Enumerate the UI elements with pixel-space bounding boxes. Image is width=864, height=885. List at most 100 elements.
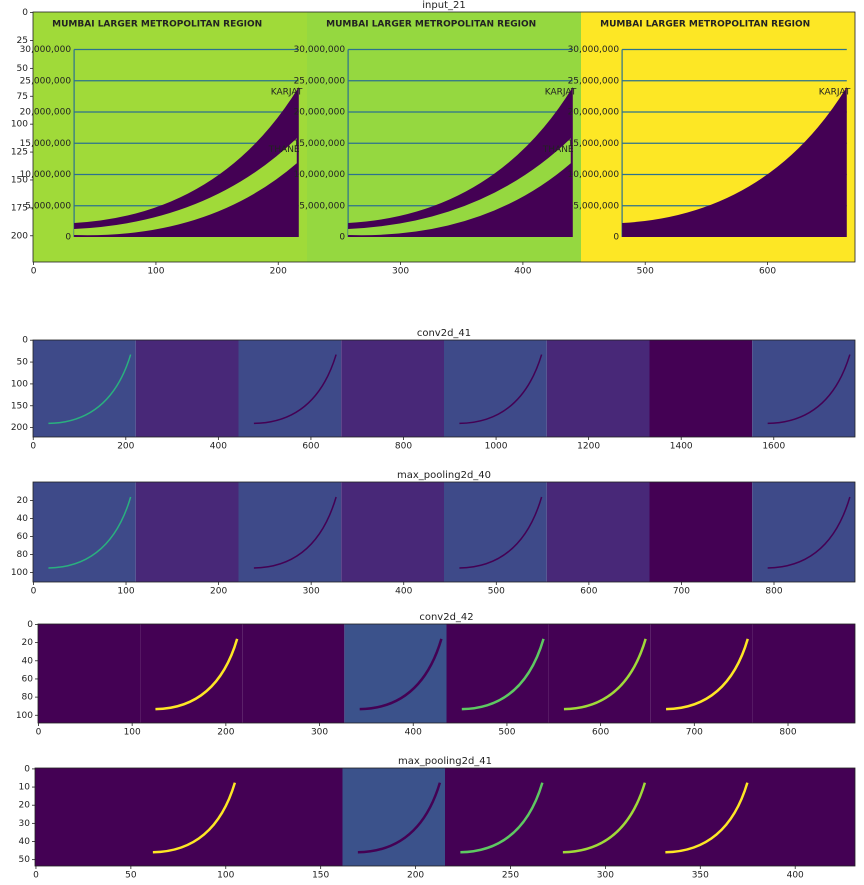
y-tick-label: 50 (17, 64, 29, 74)
image-scale-label: 30,000,000 (568, 45, 620, 55)
image-tile (35, 768, 138, 866)
x-tick-label: 600 (759, 267, 776, 277)
image-tile (33, 482, 136, 582)
panel-title: max_pooling2d_40 (397, 470, 491, 481)
x-tick-label: 800 (779, 728, 796, 738)
x-tick-label: 600 (302, 442, 319, 452)
y-tick-label: 175 (11, 203, 28, 213)
x-tick-label: 1400 (670, 442, 693, 452)
image-tile (239, 340, 342, 437)
x-tick-label: 200 (407, 871, 424, 881)
image-scale-label: 30,000,000 (20, 45, 72, 55)
image-tile (650, 482, 753, 582)
image-scale-label: 25,000,000 (568, 76, 620, 86)
x-tick-label: 200 (270, 267, 287, 277)
x-tick-label: 100 (124, 728, 141, 738)
image-tile (239, 482, 342, 582)
y-tick-label: 20 (17, 496, 29, 506)
image-tile (341, 482, 444, 582)
image-scale-label: 25,000,000 (294, 76, 346, 86)
image (33, 340, 855, 437)
y-tick-label: 60 (17, 532, 29, 542)
y-tick-label: 80 (17, 550, 29, 560)
y-tick-label: 40 (17, 514, 29, 524)
image-tile (341, 340, 444, 437)
x-tick-label: 600 (580, 587, 597, 597)
y-tick-label: 30 (19, 819, 31, 829)
image-scale-label: 5,000,000 (573, 201, 619, 211)
x-tick-label: 50 (125, 871, 137, 881)
image-tile (240, 768, 343, 866)
y-tick-label: 60 (22, 674, 34, 684)
x-tick-label: 400 (210, 442, 227, 452)
y-tick-label: 0 (24, 764, 30, 774)
image-tile (444, 482, 547, 582)
x-tick-label: 300 (597, 871, 614, 881)
panel-title: conv2d_41 (417, 328, 471, 339)
x-tick-label: 400 (787, 871, 804, 881)
x-tick-label: 700 (673, 587, 690, 597)
x-tick-label: 200 (217, 728, 234, 738)
image (33, 482, 855, 582)
x-tick-label: 1600 (762, 442, 785, 452)
y-tick-label: 200 (11, 231, 28, 241)
panel-title: conv2d_42 (419, 612, 473, 623)
image-heading: MUMBAI LARGER METROPOLITAN REGION (52, 20, 262, 30)
image-tile (752, 482, 855, 582)
y-tick-label: 100 (11, 120, 28, 130)
image-scale-label: 10,000,000 (294, 170, 346, 180)
x-tick-label: 200 (117, 442, 134, 452)
image-tile (136, 482, 239, 582)
y-tick-label: 40 (19, 837, 31, 847)
image-tile (753, 624, 855, 723)
y-tick-label: 150 (11, 401, 28, 411)
x-tick-label: 0 (31, 587, 37, 597)
image-scale-label: 5,000,000 (299, 201, 345, 211)
y-tick-label: 125 (11, 148, 28, 158)
x-tick-label: 500 (637, 267, 654, 277)
image-label: KARJAT (271, 88, 303, 98)
image-scale-label: 0 (339, 233, 345, 243)
image-scale-label: 0 (613, 233, 619, 243)
y-tick-label: 10 (19, 783, 31, 793)
x-tick-label: 0 (30, 442, 36, 452)
x-tick-label: 300 (311, 728, 328, 738)
x-tick-label: 400 (514, 267, 531, 277)
x-tick-label: 400 (395, 587, 412, 597)
image-tile (136, 340, 239, 437)
y-tick-label: 0 (22, 336, 28, 346)
y-tick-label: 20 (22, 638, 34, 648)
y-tick-label: 200 (11, 423, 28, 433)
y-tick-label: 50 (17, 358, 29, 368)
image-heading: MUMBAI LARGER METROPOLITAN REGION (326, 20, 536, 30)
x-tick-label: 500 (488, 587, 505, 597)
image-scale-label: 25,000,000 (20, 76, 72, 86)
x-tick-label: 300 (303, 587, 320, 597)
image (38, 624, 855, 723)
y-tick-label: 100 (11, 379, 28, 389)
x-tick-label: 400 (405, 728, 422, 738)
x-tick-label: 150 (312, 871, 329, 881)
x-tick-label: 500 (498, 728, 515, 738)
x-tick-label: 300 (392, 267, 409, 277)
figure: MUMBAI LARGER METROPOLITAN REGION 0 5,000,… (0, 0, 864, 881)
image-scale-label: 15,000,000 (568, 139, 620, 149)
y-tick-label: 50 (19, 855, 31, 865)
image-tile (650, 340, 753, 437)
x-tick-label: 600 (592, 728, 609, 738)
image-label: KARJAT (819, 88, 851, 98)
image-tile (242, 624, 344, 723)
image-scale-label: 10,000,000 (568, 170, 620, 180)
image-scale-label: 20,000,000 (20, 108, 72, 118)
image-scale-label: 20,000,000 (568, 108, 620, 118)
panel-title: max_pooling2d_41 (398, 756, 492, 767)
y-tick-label: 75 (17, 92, 28, 102)
image-scale-label: 0 (65, 233, 71, 243)
x-tick-label: 800 (765, 587, 782, 597)
x-tick-label: 0 (36, 728, 42, 738)
y-tick-label: 80 (22, 693, 34, 703)
x-tick-label: 200 (210, 587, 227, 597)
image-tile (752, 340, 855, 437)
x-tick-label: 100 (117, 587, 134, 597)
image (35, 768, 855, 866)
